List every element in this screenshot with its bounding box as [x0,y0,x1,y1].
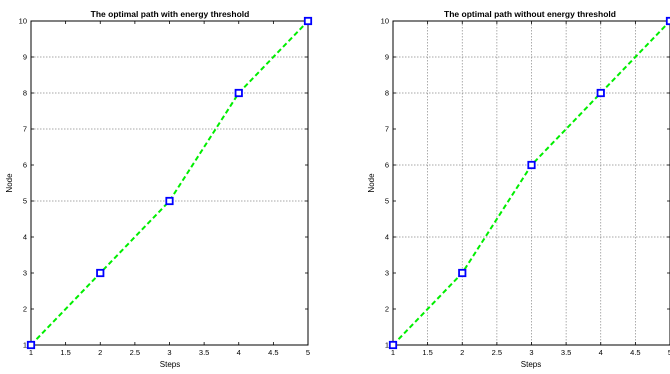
left-x-tick-label: 3.5 [199,348,209,357]
left-y-tick-label: 3 [23,269,27,278]
chart-right-y-axis-label: Node [367,173,376,193]
left-data-point [234,88,243,98]
right-y-tick-label: 9 [385,53,389,62]
right-y-tick-label: 3 [385,269,389,278]
right-x-tick-label: 3.5 [561,348,571,357]
right-x-tick-label: 4 [599,348,603,357]
right-x-tick-label: 3 [529,348,533,357]
right-x-tick-label: 4.5 [630,348,640,357]
left-data-point [96,268,105,278]
right-data-point [458,268,467,278]
left-y-tick-label: 2 [23,305,27,314]
left-data-point [165,196,174,206]
right-x-tick-label: 1.5 [422,348,432,357]
left-x-tick-label: 2.5 [130,348,140,357]
right-x-tick-label: 2.5 [492,348,502,357]
right-data-point [527,160,536,170]
right-y-tick-label: 8 [385,89,389,98]
left-y-tick-label: 10 [19,17,27,26]
left-x-tick-label: 4 [237,348,241,357]
left-y-tick-label: 8 [23,89,27,98]
left-x-tick-label: 2 [98,348,102,357]
chart-right-markers [388,16,670,350]
chart-left-series-line [30,20,309,346]
left-x-tick-label: 1.5 [60,348,70,357]
right-y-tick-label: 7 [385,125,389,134]
right-y-tick-label: 6 [385,161,389,170]
left-y-tick-label: 1 [23,341,27,350]
chart-right-title: The optimal path without energy threshol… [444,9,616,19]
right-y-tick-label: 5 [385,197,389,206]
left-y-tick-label: 4 [23,233,27,242]
right-data-point [388,340,398,350]
chart-left-title: The optimal path with energy threshold [91,9,250,19]
right-y-tick-label: 1 [385,341,389,350]
left-data-point [26,340,36,350]
chart-right-x-ticks: 1 1.5 2 2.5 3 3.5 4 4.5 5 [391,21,670,357]
right-y-tick-label: 2 [385,305,389,314]
right-data-point [596,88,605,98]
right-x-tick-label: 5 [668,348,670,357]
chart-right-x-axis-label: Steps [521,360,541,369]
left-y-tick-label: 5 [23,197,27,206]
right-y-tick-label: 10 [381,17,389,26]
left-y-tick-label: 7 [23,125,27,134]
chart-left-y-ticks: 1 2 3 4 5 6 7 8 9 10 [19,17,308,350]
right-y-tick-label: 4 [385,233,389,242]
chart-left: The optimal path with energy threshold 1… [5,9,313,369]
left-y-tick-label: 9 [23,53,27,62]
left-data-point [303,16,313,26]
left-x-tick-label: 1 [29,348,33,357]
chart-left-plot-area [30,20,309,346]
chart-right-y-ticks: 1 2 3 4 5 6 7 8 9 10 [381,17,670,350]
left-x-tick-label: 4.5 [268,348,278,357]
left-x-tick-label: 5 [306,348,310,357]
right-x-tick-label: 1 [391,348,395,357]
left-y-tick-label: 6 [23,161,27,170]
right-x-tick-label: 2 [460,348,464,357]
chart-right: The optimal path without energy threshol… [367,9,670,369]
chart-left-x-axis-label: Steps [160,360,180,369]
chart-left-markers [26,16,313,350]
chart-left-y-axis-label: Node [5,173,14,193]
left-x-tick-label: 3 [167,348,171,357]
